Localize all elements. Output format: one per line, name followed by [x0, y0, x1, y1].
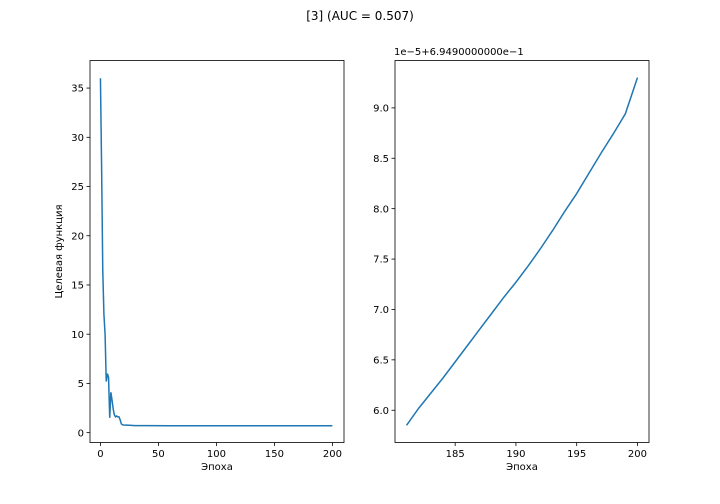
left-plot-frame — [89, 60, 345, 443]
left-series-line — [99, 78, 333, 427]
right-y-ticks: 6.0 6.5 7.0 7.5 8.0 8.5 9.0 — [373, 103, 395, 417]
right-y-tick-label: 7.5 — [373, 255, 389, 266]
right-y-offset-text: 1e−5+6.9490000000e−1 — [394, 47, 524, 58]
right-y-tick-label: 6.0 — [373, 406, 389, 417]
right-x-tick-label: 190 — [506, 449, 525, 460]
right-y-tick-label: 7.0 — [373, 305, 389, 316]
left-chart-panel: 0 50 100 150 200 0 5 10 15 20 25 30 35 Эпоха Целева… — [54, 60, 345, 473]
right-x-ticks: 185 190 195 200 — [446, 442, 647, 460]
right-x-tick-label: 185 — [446, 449, 465, 460]
left-x-axis-label: Эпоха — [201, 462, 233, 473]
right-y-tick-label: 8.5 — [373, 154, 389, 165]
right-series-line — [405, 77, 639, 426]
left-x-tick-label: 200 — [323, 449, 342, 460]
left-y-tick-label: 0 — [78, 428, 84, 439]
right-x-tick-label: 200 — [628, 449, 647, 460]
left-y-tick-label: 30 — [71, 133, 84, 144]
left-y-tick-label: 35 — [71, 84, 84, 95]
right-chart-panel: 185 190 195 200 6.0 6.5 7.0 7.5 8.0 8.5 9.0 Эпоха… — [373, 47, 650, 473]
right-x-axis-label: Эпоха — [506, 462, 538, 473]
left-y-ticks: 0 5 10 15 20 25 30 35 — [71, 84, 90, 439]
right-y-tick-label: 9.0 — [373, 103, 389, 114]
left-x-tick-label: 50 — [152, 449, 165, 460]
left-x-ticks: 0 50 100 150 200 — [97, 442, 342, 460]
left-y-tick-label: 10 — [71, 330, 84, 341]
figure-suptitle: [3] (AUC = 0.507) — [306, 9, 414, 23]
left-y-axis-label: Целевая функция — [54, 204, 65, 298]
right-x-tick-label: 195 — [567, 449, 586, 460]
right-y-tick-label: 6.5 — [373, 355, 389, 366]
left-x-tick-label: 150 — [265, 449, 284, 460]
left-y-tick-label: 5 — [78, 379, 84, 390]
left-x-tick-label: 0 — [97, 449, 103, 460]
right-plot-frame — [394, 60, 650, 443]
left-x-tick-label: 100 — [207, 449, 226, 460]
right-y-tick-label: 8.0 — [373, 204, 389, 215]
left-y-tick-label: 25 — [71, 182, 84, 193]
left-y-tick-label: 15 — [71, 281, 84, 292]
left-y-tick-label: 20 — [71, 231, 84, 242]
